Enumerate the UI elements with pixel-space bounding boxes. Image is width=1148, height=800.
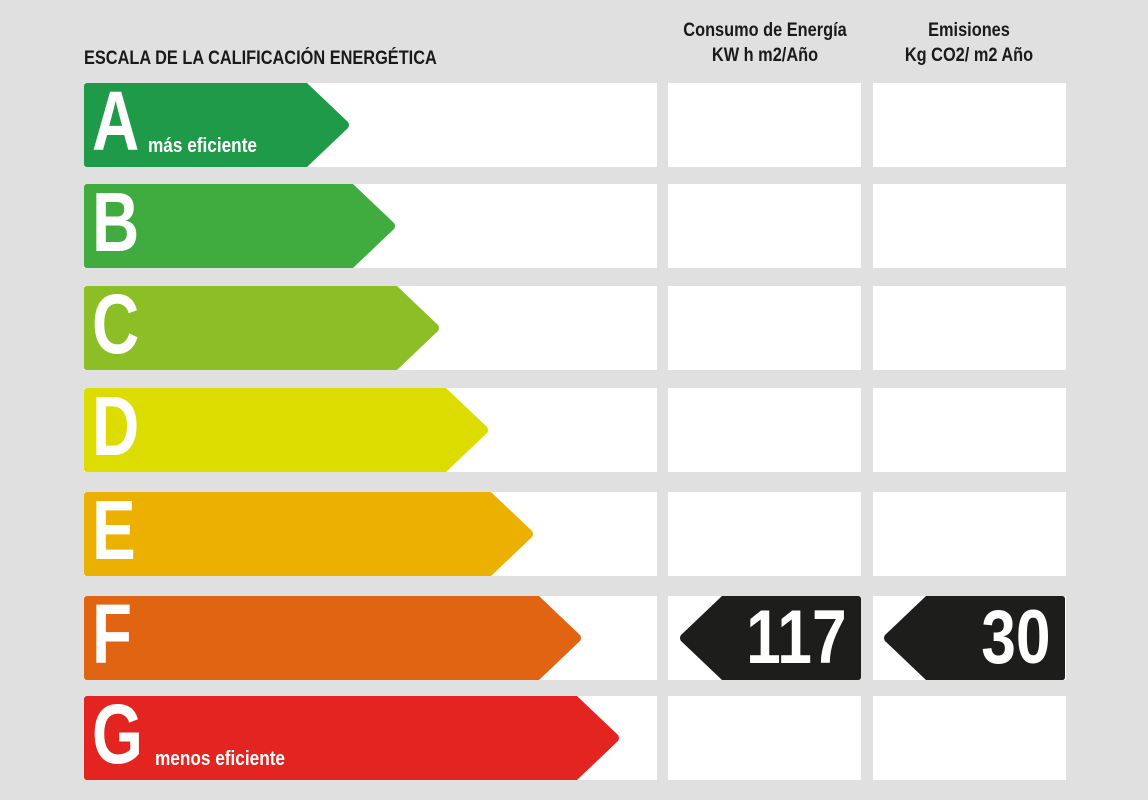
emissions-cell	[873, 388, 1066, 472]
energy-header-line1: Consumo de Energía	[683, 20, 847, 41]
rating-arrow-e	[84, 492, 533, 576]
emissions-cell	[873, 83, 1066, 167]
rating-row-f: F 117 30	[0, 592, 1148, 680]
energy-column-header: Consumo de Energía KW h m2/Año	[668, 18, 862, 68]
emissions-cell	[873, 286, 1066, 370]
energy-cell	[668, 83, 861, 167]
energy-value: 117	[746, 595, 847, 680]
page-title: ESCALA DE LA CALIFICACIÓN ENERGÉTICA	[84, 48, 437, 69]
energy-cell	[668, 492, 861, 576]
energy-cell	[668, 286, 861, 370]
emissions-value-tag: 30	[884, 596, 1065, 680]
rating-sublabel: menos eficiente	[155, 748, 286, 770]
rating-letter: B	[92, 175, 140, 269]
rating-letter: F	[92, 587, 133, 681]
emissions-value: 30	[981, 595, 1051, 680]
rating-row-d: D	[0, 384, 1148, 472]
emissions-cell	[873, 492, 1066, 576]
energy-cell	[668, 696, 861, 780]
emissions-cell	[873, 696, 1066, 780]
rating-arrow-b	[84, 184, 395, 268]
rating-arrow-g	[84, 696, 619, 780]
rating-sublabel: más eficiente	[148, 135, 257, 157]
energy-value-tag: 117	[680, 596, 861, 680]
rating-row-e: E	[0, 488, 1148, 576]
energy-cell	[668, 184, 861, 268]
emissions-column-header: Emisiones Kg CO2/ m2 Año	[872, 18, 1066, 68]
rating-letter: A	[92, 74, 140, 168]
rating-letter: G	[92, 687, 143, 781]
rating-arrow-d	[84, 388, 488, 472]
emissions-cell	[873, 184, 1066, 268]
rating-letter: C	[92, 277, 140, 371]
rating-letter: E	[92, 483, 136, 577]
energy-cell	[668, 388, 861, 472]
energy-header-line2: KW h m2/Año	[711, 45, 819, 66]
rating-letter: D	[92, 379, 140, 473]
rating-arrow-c	[84, 286, 439, 370]
rating-row-b: B	[0, 180, 1148, 268]
rating-row-c: C	[0, 282, 1148, 370]
emissions-header-line1: Emisiones	[928, 20, 1010, 41]
rating-arrow-a	[84, 83, 349, 167]
emissions-header-line2: Kg CO2/ m2 Año	[904, 45, 1034, 66]
rating-arrow-f	[84, 596, 581, 680]
